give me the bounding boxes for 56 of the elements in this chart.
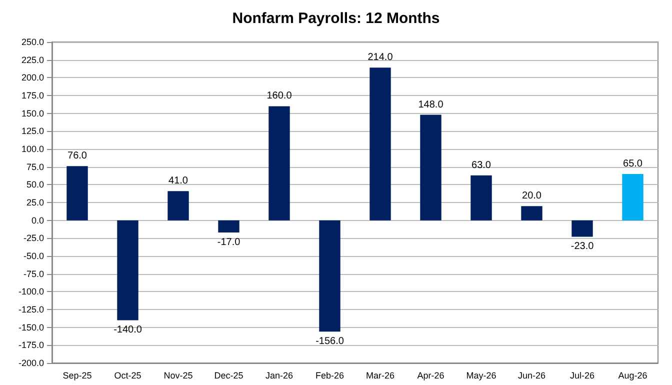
x-tick-label: Jul-26 [570, 370, 595, 380]
y-tick-label: -75.0 [23, 268, 44, 279]
data-label: -17.0 [217, 236, 241, 248]
bar [268, 106, 290, 220]
bar [470, 175, 492, 220]
x-tick-label: May-26 [466, 370, 496, 380]
bar [218, 220, 240, 232]
y-tick-label: 225.0 [21, 54, 44, 65]
bar [622, 174, 644, 220]
y-tick-label: 250.0 [21, 37, 44, 47]
bar [117, 220, 138, 320]
bar [420, 114, 442, 220]
data-label: 20.0 [522, 190, 542, 202]
y-tick-label: 50.0 [26, 180, 44, 190]
bar [572, 220, 593, 237]
bar [319, 220, 340, 332]
bar [370, 68, 391, 220]
y-tick-label: -200.0 [18, 358, 44, 368]
chart-title: Nonfarm Payrolls: 12 Months [232, 10, 440, 27]
x-tick-label: Jun-26 [518, 370, 546, 380]
y-tick-label: -125.0 [18, 304, 44, 314]
y-tick-label: 125.0 [21, 126, 44, 136]
data-label: 214.0 [368, 52, 394, 64]
data-label: 41.0 [168, 176, 188, 187]
y-tick-label: 175.0 [21, 90, 44, 100]
x-tick-label: Oct-25 [114, 370, 142, 380]
x-tick-label: Aug-26 [618, 370, 648, 380]
y-tick-label: 200.0 [21, 72, 44, 83]
data-label: 63.0 [472, 160, 492, 171]
y-tick-label: 0.0 [31, 215, 44, 226]
y-tick-label: -50.0 [23, 251, 44, 261]
data-label: 65.0 [623, 158, 643, 170]
data-label: 148.0 [418, 99, 444, 110]
data-label: -23.0 [570, 241, 594, 252]
y-tick-label: 25.0 [26, 198, 44, 208]
x-tick-label: Nov-25 [164, 370, 193, 380]
y-tick-label: -175.0 [18, 340, 44, 350]
data-label: -140.0 [114, 324, 142, 336]
y-tick-label: 150.0 [21, 108, 44, 118]
data-label: 160.0 [266, 90, 292, 102]
bar [521, 206, 542, 220]
y-tick-label: -150.0 [18, 322, 44, 332]
x-tick-label: Sep-25 [62, 370, 92, 380]
y-tick-label: 100.0 [21, 144, 44, 154]
data-label: -156.0 [316, 336, 344, 348]
x-tick-label: Mar-26 [366, 370, 395, 380]
y-tick-label: 75.0 [26, 162, 44, 172]
y-tick-label: -100.0 [18, 286, 44, 297]
x-tick-label: Jan-26 [265, 370, 294, 380]
x-tick-label: Dec-25 [214, 370, 244, 380]
data-label: 76.0 [68, 150, 88, 162]
x-tick-label: Apr-26 [417, 370, 444, 380]
bar [168, 191, 189, 220]
bar [66, 166, 88, 220]
y-tick-label: -25.0 [23, 233, 44, 244]
x-tick-label: Feb-26 [315, 370, 344, 380]
